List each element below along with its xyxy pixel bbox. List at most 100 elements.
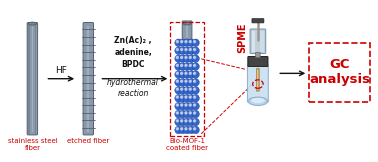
Circle shape bbox=[179, 87, 186, 94]
Circle shape bbox=[179, 118, 186, 126]
Bar bbox=[186, 25, 188, 38]
Circle shape bbox=[175, 79, 182, 86]
Circle shape bbox=[179, 79, 186, 86]
Ellipse shape bbox=[183, 22, 191, 25]
Circle shape bbox=[179, 126, 186, 134]
Circle shape bbox=[177, 128, 178, 130]
Circle shape bbox=[187, 79, 195, 86]
Circle shape bbox=[179, 102, 186, 110]
Circle shape bbox=[192, 87, 199, 94]
Circle shape bbox=[183, 47, 191, 54]
Circle shape bbox=[194, 48, 195, 51]
Circle shape bbox=[194, 128, 195, 130]
Circle shape bbox=[194, 96, 195, 98]
FancyBboxPatch shape bbox=[248, 65, 268, 102]
Circle shape bbox=[177, 96, 178, 98]
Circle shape bbox=[177, 120, 178, 122]
Ellipse shape bbox=[28, 22, 37, 25]
Circle shape bbox=[181, 120, 183, 122]
Circle shape bbox=[183, 87, 191, 94]
Circle shape bbox=[187, 94, 195, 102]
Circle shape bbox=[189, 128, 191, 130]
Circle shape bbox=[177, 64, 178, 66]
Circle shape bbox=[181, 80, 183, 82]
Circle shape bbox=[185, 104, 187, 106]
Circle shape bbox=[189, 120, 191, 122]
Text: reaction: reaction bbox=[117, 89, 149, 98]
Circle shape bbox=[181, 128, 183, 130]
Circle shape bbox=[177, 104, 178, 106]
Circle shape bbox=[175, 110, 182, 118]
Circle shape bbox=[187, 118, 195, 126]
Circle shape bbox=[181, 40, 183, 43]
Circle shape bbox=[179, 63, 186, 70]
FancyBboxPatch shape bbox=[256, 52, 260, 58]
FancyBboxPatch shape bbox=[27, 23, 37, 135]
Circle shape bbox=[194, 56, 195, 58]
Circle shape bbox=[181, 88, 183, 90]
Circle shape bbox=[183, 63, 191, 70]
Text: Zn(Ac)₂ ,: Zn(Ac)₂ , bbox=[114, 36, 152, 45]
Circle shape bbox=[177, 80, 178, 82]
Circle shape bbox=[181, 56, 183, 58]
Ellipse shape bbox=[251, 98, 265, 103]
Circle shape bbox=[175, 63, 182, 70]
Circle shape bbox=[189, 72, 191, 74]
Circle shape bbox=[192, 118, 199, 126]
Circle shape bbox=[185, 56, 187, 58]
Bar bbox=[31, 26, 33, 132]
Text: stainless steel
fiber: stainless steel fiber bbox=[8, 138, 57, 151]
Circle shape bbox=[189, 48, 191, 51]
Circle shape bbox=[179, 110, 186, 118]
Text: GC
analysis: GC analysis bbox=[309, 58, 370, 86]
Circle shape bbox=[189, 112, 191, 114]
Circle shape bbox=[175, 71, 182, 78]
Circle shape bbox=[183, 118, 191, 126]
Circle shape bbox=[187, 126, 195, 134]
FancyBboxPatch shape bbox=[252, 19, 264, 23]
Circle shape bbox=[189, 88, 191, 90]
Circle shape bbox=[183, 94, 191, 102]
Bar bbox=[87, 26, 89, 132]
Circle shape bbox=[177, 56, 178, 58]
FancyBboxPatch shape bbox=[250, 29, 266, 53]
Circle shape bbox=[185, 128, 187, 130]
Text: SPME: SPME bbox=[237, 22, 247, 53]
Circle shape bbox=[189, 64, 191, 66]
Circle shape bbox=[185, 72, 187, 74]
Circle shape bbox=[187, 63, 195, 70]
Circle shape bbox=[192, 39, 199, 47]
Circle shape bbox=[181, 48, 183, 51]
Circle shape bbox=[187, 71, 195, 78]
Circle shape bbox=[175, 94, 182, 102]
Circle shape bbox=[192, 63, 199, 70]
Circle shape bbox=[175, 102, 182, 110]
Circle shape bbox=[189, 56, 191, 58]
Circle shape bbox=[177, 40, 178, 43]
Bar bbox=[260, 31, 264, 52]
Circle shape bbox=[187, 39, 195, 47]
Circle shape bbox=[194, 40, 195, 43]
Circle shape bbox=[183, 55, 191, 62]
Circle shape bbox=[179, 39, 186, 47]
Circle shape bbox=[177, 88, 178, 90]
Text: HF: HF bbox=[55, 66, 67, 75]
Circle shape bbox=[181, 96, 183, 98]
Circle shape bbox=[179, 55, 186, 62]
Circle shape bbox=[189, 80, 191, 82]
FancyBboxPatch shape bbox=[257, 69, 259, 91]
Circle shape bbox=[181, 112, 183, 114]
Circle shape bbox=[192, 47, 199, 54]
Circle shape bbox=[179, 47, 186, 54]
Circle shape bbox=[194, 104, 195, 106]
Text: etched fiber: etched fiber bbox=[67, 138, 109, 144]
Circle shape bbox=[175, 39, 182, 47]
Ellipse shape bbox=[248, 97, 268, 105]
Circle shape bbox=[175, 118, 182, 126]
Circle shape bbox=[192, 71, 199, 78]
Text: adenine,: adenine, bbox=[114, 48, 152, 57]
Circle shape bbox=[194, 88, 195, 90]
Circle shape bbox=[175, 47, 182, 54]
FancyBboxPatch shape bbox=[83, 23, 93, 135]
FancyBboxPatch shape bbox=[248, 57, 268, 66]
